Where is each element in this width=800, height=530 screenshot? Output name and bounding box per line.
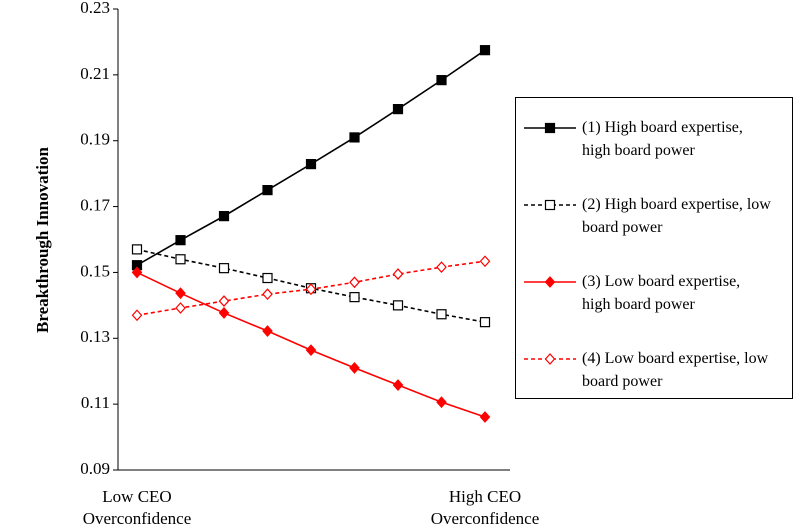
point — [131, 309, 143, 322]
y-tick-label: 0.19 — [80, 130, 110, 149]
legend-marker — [544, 199, 556, 211]
legend-label: (4) Low board expertise, low board power — [582, 350, 769, 390]
point — [479, 317, 491, 328]
point — [218, 263, 230, 274]
y-tick-label: 0.17 — [80, 195, 110, 214]
point — [131, 244, 143, 255]
legend-entry: (2) High board expertise, low board powe… — [522, 193, 772, 239]
legend-entry: (3) Low board expertise, high board powe… — [522, 270, 772, 316]
y-tick-label: 0.13 — [80, 327, 110, 346]
legend-marker — [544, 122, 556, 134]
point — [392, 379, 404, 391]
point — [262, 272, 273, 284]
legend-label: (3) Low board expertise, high board powe… — [582, 273, 741, 313]
point — [262, 288, 273, 301]
point — [305, 158, 317, 170]
point — [392, 300, 404, 311]
point — [175, 235, 186, 246]
legend-swatch — [524, 122, 576, 134]
point — [175, 254, 186, 265]
point — [436, 261, 447, 274]
legend-entry: (4) Low board expertise, low board power — [522, 347, 772, 393]
point — [218, 211, 230, 222]
point — [131, 266, 143, 279]
legend-label: (1) High board expertise, high board pow… — [582, 119, 743, 159]
point — [392, 104, 404, 115]
point — [218, 307, 230, 319]
point — [436, 309, 447, 320]
legend-label: (2) High board expertise, low board powe… — [582, 196, 771, 236]
legend-marker — [544, 353, 556, 365]
series-line — [136, 49, 486, 266]
y-tick-label: 0.09 — [80, 459, 110, 478]
point — [305, 283, 317, 296]
y-axis-label: Breakthrough Innovation — [33, 146, 52, 332]
point — [349, 132, 360, 143]
point — [262, 185, 273, 196]
legend-marker — [544, 276, 556, 288]
legend: (1) High board expertise, high board pow… — [515, 97, 793, 399]
point — [349, 292, 360, 303]
y-tick-label: 0.21 — [80, 64, 110, 83]
point — [436, 75, 447, 86]
y-tick-label: 0.11 — [81, 393, 110, 412]
point — [175, 287, 186, 300]
point — [479, 45, 491, 56]
point — [349, 276, 360, 289]
legend-swatch — [524, 276, 576, 288]
point — [479, 411, 491, 423]
point — [175, 302, 186, 314]
point — [349, 362, 360, 374]
legend-entry: (1) High board expertise, high board pow… — [522, 116, 772, 162]
y-tick-label: 0.15 — [80, 261, 110, 280]
point — [218, 295, 230, 307]
y-tick-label: 0.23 — [80, 0, 110, 17]
legend-swatch — [524, 199, 576, 211]
x-tick-label: Low CEO Overconfidence — [82, 487, 192, 528]
legend-swatch — [524, 353, 576, 365]
point — [262, 325, 273, 337]
x-tick-label: High CEO Overconfidence — [430, 487, 540, 528]
point — [436, 396, 447, 409]
point — [392, 268, 404, 280]
point — [479, 255, 491, 268]
point — [305, 344, 317, 357]
